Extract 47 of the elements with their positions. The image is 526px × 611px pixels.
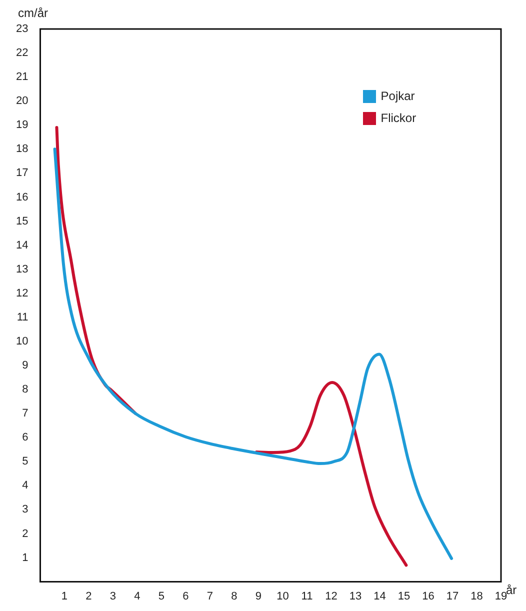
x-tick-label: 8 (231, 590, 238, 602)
x-tick-label: 4 (134, 590, 140, 602)
x-tick-label: 17 (446, 590, 459, 602)
y-tick-label: 2 (22, 528, 28, 540)
x-tick-label: 18 (470, 590, 483, 602)
y-tick-label: 14 (16, 239, 28, 252)
y-tick-label: 19 (16, 119, 28, 132)
x-tick-label: 2 (86, 590, 92, 602)
x-tick-label: 3 (110, 590, 116, 602)
y-tick-label: 5 (22, 456, 28, 468)
x-tick-label: 16 (422, 590, 434, 602)
x-tick-label: 9 (255, 590, 262, 602)
y-tick-label: 9 (22, 360, 28, 372)
x-tick-label: 12 (325, 590, 338, 602)
y-tick-label: 8 (22, 384, 28, 396)
y-tick-label: 21 (16, 71, 28, 84)
legend-label: Pojkar (380, 89, 415, 103)
x-tick-label: 19 (494, 590, 508, 602)
x-tick-label: 15 (398, 590, 410, 602)
x-axis-title: år (506, 582, 517, 597)
y-tick-label: 3 (22, 504, 28, 516)
y-tick-label: 10 (16, 335, 28, 348)
x-tick-label: 6 (182, 590, 189, 602)
line-series (53, 148, 454, 560)
legend-label: Flickor (380, 111, 416, 125)
y-tick-label: 7 (22, 408, 28, 420)
y-axis-title: cm/år (18, 6, 48, 20)
x-tick-label: 10 (276, 590, 289, 602)
x-tick-label: 13 (349, 590, 362, 602)
y-tick-label: 6 (22, 432, 28, 444)
y-tick-label: 1 (22, 552, 28, 564)
x-tick-label: 14 (374, 590, 386, 602)
y-tick-label: 15 (16, 215, 28, 228)
x-tick-label: 7 (206, 590, 214, 602)
y-tick-label: 12 (16, 287, 28, 300)
y-tick-label: 17 (16, 167, 28, 180)
x-tick-label: 1 (61, 590, 68, 602)
y-tick-label: 18 (16, 143, 28, 156)
x-tick-label: 5 (158, 590, 165, 602)
y-tick-label: 11 (16, 311, 28, 324)
y-tick-label: 23 (16, 23, 28, 36)
x-tick-label: 11 (301, 590, 313, 602)
y-tick-label: 20 (16, 95, 28, 108)
y-tick-label: 4 (22, 480, 28, 492)
y-tick-label: 22 (16, 47, 28, 60)
y-tick-label: 16 (16, 191, 28, 204)
y-tick-label: 13 (16, 263, 28, 276)
